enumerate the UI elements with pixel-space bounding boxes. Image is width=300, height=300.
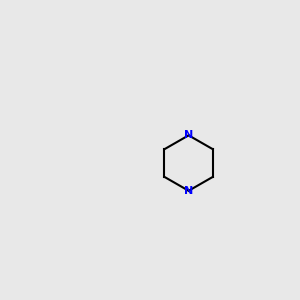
Text: N: N [184, 130, 193, 140]
Text: N: N [184, 186, 193, 196]
